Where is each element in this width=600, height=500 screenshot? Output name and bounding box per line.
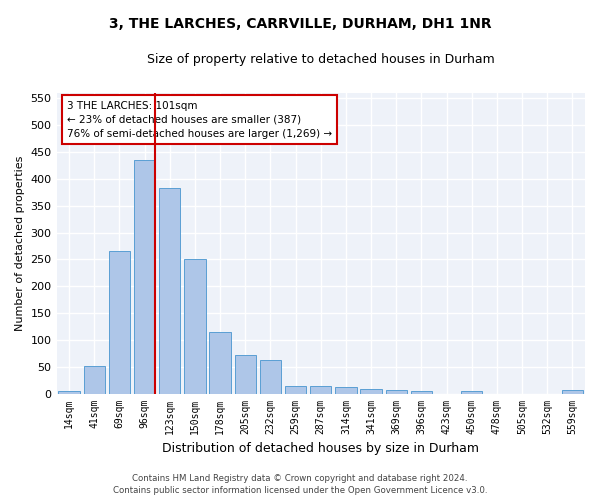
Bar (58, 392, 80, 394)
Bar (209, 332, 231, 394)
Bar (184, 260, 206, 394)
Bar (310, 386, 331, 394)
Bar (285, 386, 307, 394)
Title: Size of property relative to detached houses in Durham: Size of property relative to detached ho… (147, 52, 494, 66)
Bar (159, 188, 181, 394)
Bar (361, 390, 382, 394)
Bar (335, 387, 356, 394)
Bar (235, 355, 256, 394)
Bar (260, 360, 281, 394)
Text: 3 THE LARCHES: 101sqm
← 23% of detached houses are smaller (387)
76% of semi-det: 3 THE LARCHES: 101sqm ← 23% of detached … (67, 100, 332, 138)
Text: 3, THE LARCHES, CARRVILLE, DURHAM, DH1 1NR: 3, THE LARCHES, CARRVILLE, DURHAM, DH1 1… (109, 18, 491, 32)
Bar (134, 160, 155, 394)
Bar (562, 390, 583, 394)
Bar (461, 392, 482, 394)
Bar (411, 392, 432, 394)
Bar (386, 390, 407, 394)
X-axis label: Distribution of detached houses by size in Durham: Distribution of detached houses by size … (162, 442, 479, 455)
Text: Contains HM Land Registry data © Crown copyright and database right 2024.
Contai: Contains HM Land Registry data © Crown c… (113, 474, 487, 495)
Bar (109, 252, 130, 394)
Y-axis label: Number of detached properties: Number of detached properties (15, 156, 25, 331)
Bar (83, 366, 105, 394)
